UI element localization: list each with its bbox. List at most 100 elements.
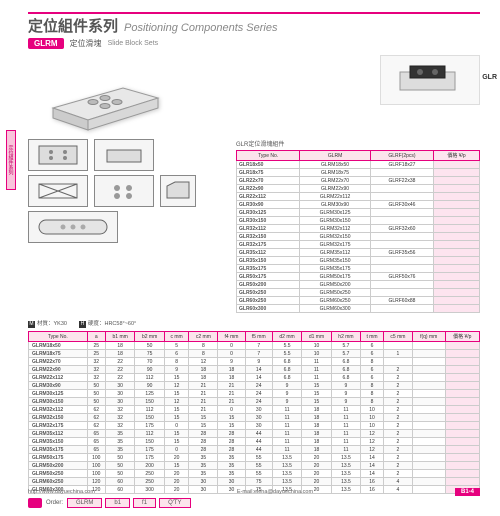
table-cell: 28 (189, 438, 218, 446)
table-cell: 2 (383, 470, 412, 478)
table-cell: 25 (87, 350, 105, 358)
table-cell: GLR32x112 (237, 225, 300, 233)
table-cell: 250 (135, 478, 164, 486)
table-cell: GLRM50x250 (29, 470, 88, 478)
table-row: GLRM18x7525187568075.5105.761 (29, 350, 480, 358)
component-table: Type No.GLRMGLRF(2pcs)價格 ¥/p GLR18x50GLR… (236, 150, 480, 313)
footer-email: E-mail:elena@dayuechina.com (237, 489, 313, 495)
table-cell: 18 (302, 422, 331, 430)
table-cell: 75 (245, 478, 272, 486)
diagram-section2 (94, 175, 154, 207)
table-cell: 14 (361, 470, 384, 478)
table-cell (370, 241, 433, 249)
photo-svg (390, 60, 470, 100)
table-cell: 11 (331, 446, 360, 454)
table-cell: 12 (361, 430, 384, 438)
table-cell: 30 (105, 382, 134, 390)
dimension-th: c mm (164, 332, 189, 342)
table-cell: GLRM30x150 (29, 398, 88, 406)
table-cell: GLRM30x125 (29, 390, 88, 398)
table-cell: 18 (105, 350, 134, 358)
table-cell: GLRM35x150 (300, 257, 370, 265)
table-row: GLRM50x175100501752035355513.52013.5142 (29, 454, 480, 462)
table-cell: GLRM50x175 (300, 273, 370, 281)
table-cell: 22 (105, 374, 134, 382)
table-cell (434, 289, 480, 297)
table-cell: 50 (87, 390, 105, 398)
table-cell (412, 382, 445, 390)
table-row: GLRM32x11262321121521030111811102 (29, 406, 480, 414)
table-cell (434, 209, 480, 217)
table-cell: 30 (218, 478, 245, 486)
table-cell (370, 233, 433, 241)
table-cell: 9 (331, 390, 360, 398)
table-cell: 13.5 (272, 470, 301, 478)
table-cell: 21 (218, 382, 245, 390)
table-cell: 62 (87, 406, 105, 414)
table-cell: 150 (135, 438, 164, 446)
diagram-section1 (28, 175, 88, 207)
table-cell: 9 (331, 382, 360, 390)
table-cell: 125 (135, 390, 164, 398)
table-cell: 15 (302, 382, 331, 390)
table-cell (445, 414, 480, 422)
table-cell: 0 (164, 422, 189, 430)
table-row: GLR32x150GLRM32x150 (237, 233, 480, 241)
table-cell: 15 (189, 414, 218, 422)
table-cell: 10 (361, 414, 384, 422)
table-cell (445, 406, 480, 414)
table-row: GLR50x175GLRM50x175GLRF50x76 (237, 273, 480, 281)
table-cell: GLRM32x175 (29, 422, 88, 430)
table-cell (445, 438, 480, 446)
table-cell: GLRF35x56 (370, 249, 433, 257)
table-cell: 32 (87, 366, 105, 374)
table-cell: 15 (302, 398, 331, 406)
table-cell (434, 265, 480, 273)
dimension-th: c5 mm (383, 332, 412, 342)
table-cell: 50 (105, 462, 134, 470)
table-cell: 10 (302, 342, 331, 350)
table-cell: GLR30x90 (237, 201, 300, 209)
table-cell: 6.8 (331, 374, 360, 382)
small-table-title: GLR定位滑塊組件 (236, 139, 480, 148)
table-cell (412, 374, 445, 382)
table-cell: 20 (302, 478, 331, 486)
table-cell: 0 (164, 446, 189, 454)
table-cell: 24 (245, 382, 272, 390)
component-th: GLRF(2pcs) (370, 151, 433, 161)
table-row: GLR60x300GLRM60x300 (237, 305, 480, 313)
table-cell (434, 233, 480, 241)
table-cell: 25 (87, 342, 105, 350)
table-cell (434, 241, 480, 249)
table-cell: 6.8 (272, 374, 301, 382)
table-row: GLRM22x1123222112151818146.8116.862 (29, 374, 480, 382)
table-cell: 60 (105, 478, 134, 486)
table-cell: 28 (218, 446, 245, 454)
table-cell: GLRF18x27 (370, 161, 433, 169)
table-cell: GLR22x90 (237, 185, 300, 193)
table-cell: 6 (164, 350, 189, 358)
table-cell: 18 (302, 414, 331, 422)
component-th: 價格 ¥/p (434, 151, 480, 161)
table-cell: 11 (272, 406, 301, 414)
table-cell: 35 (218, 470, 245, 478)
table-cell (445, 358, 480, 366)
table-cell: GLR18x75 (237, 169, 300, 177)
table-cell: 24 (245, 398, 272, 406)
dimension-th: Type No. (29, 332, 88, 342)
table-cell: 8 (189, 350, 218, 358)
table-cell: 13.5 (331, 470, 360, 478)
table-cell: GLR35x175 (237, 265, 300, 273)
footer-url: http://www.dayuechina.com (28, 489, 95, 495)
table-cell: 18 (302, 446, 331, 454)
table-cell: 11 (331, 414, 360, 422)
table-cell: 11 (272, 446, 301, 454)
table-cell (434, 217, 480, 225)
table-cell: 250 (135, 470, 164, 478)
table-cell: 30 (105, 390, 134, 398)
table-row: GLRM35x17565351750282844111811122 (29, 446, 480, 454)
table-cell: 5 (164, 342, 189, 350)
table-cell (434, 169, 480, 177)
table-cell: 62 (87, 422, 105, 430)
diagram-top (28, 139, 88, 171)
